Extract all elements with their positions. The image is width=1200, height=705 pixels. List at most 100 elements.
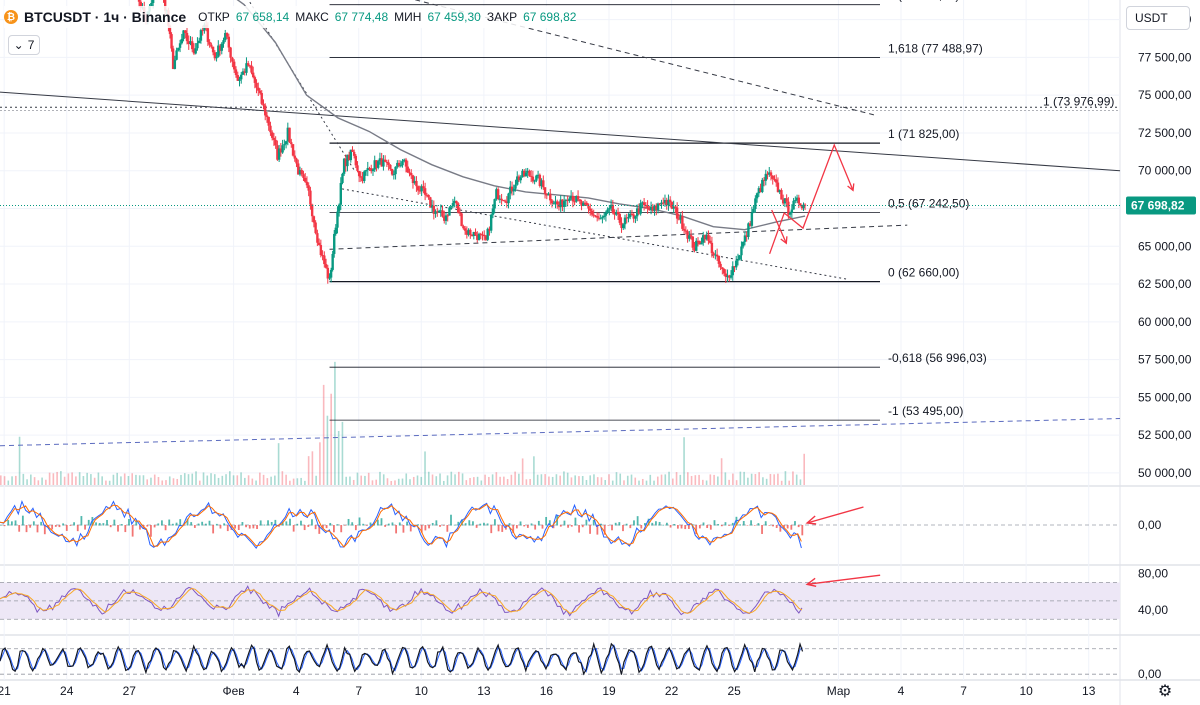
candle-body <box>674 206 677 208</box>
candle-body <box>599 218 602 220</box>
volume-bar <box>604 480 607 485</box>
macd-histogram-bar <box>25 525 28 533</box>
volume-bar <box>319 442 321 485</box>
candle-body <box>298 170 302 175</box>
candle-body <box>502 200 505 202</box>
candle-body <box>646 205 649 209</box>
macd-histogram-bar <box>592 519 595 526</box>
volume-bar <box>773 474 775 485</box>
volume-bar <box>641 478 644 485</box>
macd-histogram-bar <box>65 525 68 531</box>
volume-bar <box>446 475 449 485</box>
macd-histogram-bar <box>625 523 628 526</box>
price-tick-11: 52 500,00 <box>1138 428 1192 442</box>
candle-body <box>684 230 688 232</box>
candle-body <box>578 199 582 202</box>
volume-bar <box>251 478 254 485</box>
osc-line <box>0 641 804 676</box>
volume-bar <box>244 477 246 485</box>
volume-bar <box>386 478 389 485</box>
candle-body <box>227 36 231 48</box>
symbol-title[interactable]: BTCUSDT · 1ч · Binance <box>24 9 187 25</box>
candle-body <box>595 216 599 218</box>
candle-body <box>688 235 691 239</box>
candle-body <box>385 161 389 163</box>
macd-histogram-bar <box>541 525 544 529</box>
price-tick-8: 60 000,00 <box>1138 315 1192 329</box>
volume-bar <box>198 480 201 485</box>
volume-bar <box>266 478 269 485</box>
macd-histogram-bar <box>775 525 778 528</box>
macd-histogram-bar <box>212 525 215 534</box>
candle-body <box>549 193 552 201</box>
candle-body <box>724 273 728 278</box>
volume-bar <box>180 474 182 485</box>
candle-body <box>717 255 721 264</box>
gear-icon[interactable]: ⚙ <box>1157 683 1173 700</box>
macd-histogram-bar <box>117 525 119 532</box>
candle-body <box>371 169 375 172</box>
volume-bar <box>11 476 13 485</box>
candle-body <box>488 228 491 231</box>
macd-histogram-bar <box>153 525 156 528</box>
volume-bar <box>240 472 242 485</box>
candle-body <box>173 59 177 69</box>
candle-body <box>738 255 741 260</box>
trendline-2 <box>0 91 1121 172</box>
candle-body <box>623 217 627 225</box>
candle-body <box>587 205 590 209</box>
candle-body <box>486 228 489 240</box>
candle-body <box>670 202 674 209</box>
candle-body <box>696 240 700 242</box>
volume-bar <box>653 480 655 485</box>
candle-body <box>401 161 404 166</box>
macd-histogram-bar <box>581 525 584 528</box>
candle-body <box>390 168 394 175</box>
candle-body <box>554 201 557 204</box>
volume-bar <box>777 473 779 485</box>
candle-body <box>416 186 420 191</box>
macd-histogram-bar <box>237 525 240 531</box>
volume-bar <box>450 471 453 485</box>
time-tick-0: 21 <box>0 684 11 698</box>
candle-body <box>510 186 514 192</box>
volume-bar <box>183 473 186 485</box>
volume-bar <box>656 476 659 485</box>
candle-body <box>297 163 300 175</box>
volume-bar <box>427 471 430 485</box>
candle-body <box>189 41 192 45</box>
candle-body <box>411 175 415 184</box>
candle-body <box>305 181 309 186</box>
candle-body <box>443 216 446 221</box>
macd-histogram-bar <box>0 525 2 526</box>
fib-label-5: 0 (62 660,00) <box>888 266 959 280</box>
candle-body <box>324 264 328 268</box>
candle-body <box>336 211 339 228</box>
macd-histogram-bar <box>87 519 90 526</box>
macd-histogram-bar <box>753 525 756 526</box>
candle-body <box>493 199 496 209</box>
currency-button[interactable]: USDT <box>1126 6 1190 30</box>
candle-body <box>403 159 406 162</box>
candle-body <box>408 172 411 174</box>
macd-histogram-bar <box>219 525 222 529</box>
indicators-toggle-button[interactable]: ⌄ 7 <box>8 35 40 55</box>
candle-body <box>528 170 531 176</box>
candle-body <box>540 180 543 186</box>
candle-body <box>695 240 698 251</box>
candle-body <box>359 176 363 178</box>
candle-body <box>439 210 442 212</box>
candle-body <box>349 149 353 161</box>
candle-body <box>317 242 321 246</box>
macd-histogram-bar <box>622 525 624 532</box>
volume-bar <box>176 478 179 485</box>
volume-bar <box>795 474 798 485</box>
price-tick-6: 65 000,00 <box>1138 239 1192 253</box>
volume-bar <box>503 476 505 485</box>
candle-body <box>425 194 429 196</box>
ohlc-low-value: 67 459,30 <box>427 10 481 24</box>
chevron-down-icon: ⌄ <box>13 38 24 52</box>
macd-histogram-bar <box>614 522 617 526</box>
candle-body <box>592 214 595 216</box>
